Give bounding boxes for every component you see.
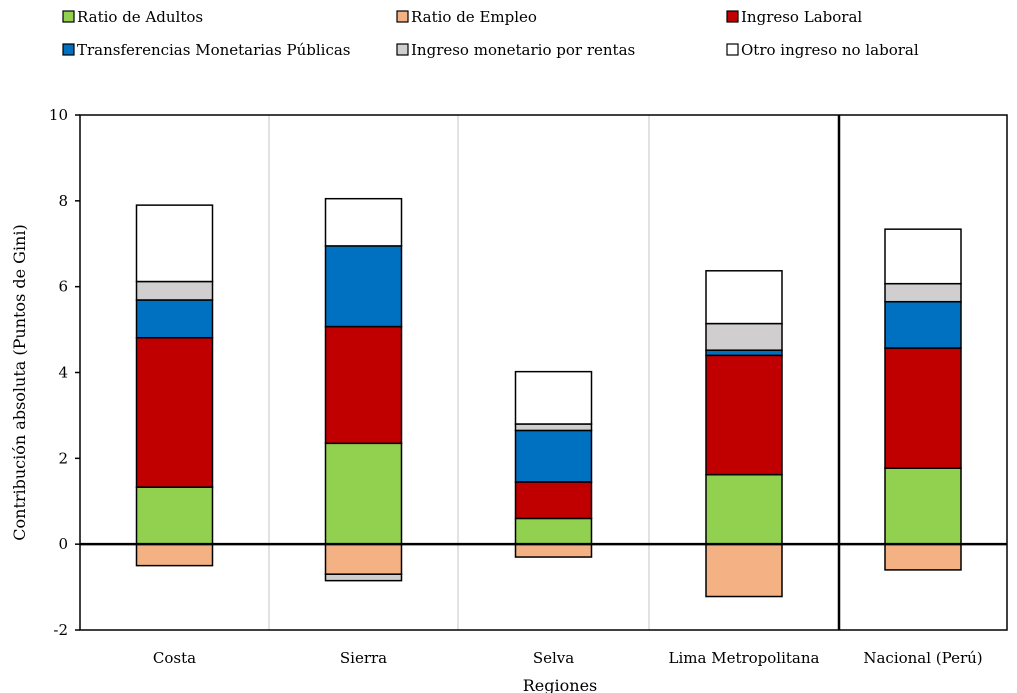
- bar-lima-metropolitana-ratio-de-adultos: [705, 473, 783, 545]
- legend-item-transferencias-monetarias-publicas: Transferencias Monetarias Públicas: [62, 41, 351, 59]
- legend-label: Transferencias Monetarias Públicas: [77, 41, 351, 59]
- y-tick-label: 4: [58, 364, 68, 382]
- axis-labels: -2 0 2 4 6 8 10 Costa Sierra Selva Lima Metropolit…: [10, 106, 983, 693]
- bar-lima-metropolitana-ingreso-monetario-por-rentas: [705, 322, 783, 351]
- y-tick-label: -2: [53, 621, 68, 639]
- legend-swatch: [62, 10, 75, 23]
- x-axis-title: Regiones: [523, 676, 598, 693]
- legend-item-ingreso-laboral: Ingreso Laboral: [726, 8, 862, 26]
- bar-sierra-ratio-de-adultos: [324, 442, 403, 545]
- legend-item-otro-ingreso-no-laboral: Otro ingreso no laboral: [726, 41, 919, 59]
- x-tick-label-sierra: Sierra: [340, 649, 387, 667]
- bar-selva-otro-ingreso-no-laboral: [514, 370, 593, 425]
- bar-costa-ratio-de-empleo: [135, 543, 214, 567]
- bar-sierra-ratio-de-empleo: [324, 543, 403, 575]
- y-tick-label: 10: [49, 106, 68, 124]
- legend-label: Ingreso monetario por rentas: [411, 41, 635, 59]
- bar-nacional-peru-otro-ingreso-no-laboral: [884, 228, 962, 285]
- y-tick-label: 6: [58, 278, 68, 296]
- bar-selva-ratio-de-empleo: [514, 543, 593, 558]
- legend: Ratio de Adultos Ratio de Empleo Ingreso L…: [62, 8, 919, 59]
- bar-costa-ratio-de-adultos: [135, 486, 214, 545]
- axes: [75, 114, 1008, 631]
- bar-nacional-peru-transferencias-monetarias-publicas: [884, 300, 962, 349]
- bar-lima-metropolitana-ingreso-laboral: [705, 354, 783, 476]
- bar-costa-ingreso-laboral: [135, 336, 214, 488]
- bar-sierra-otro-ingreso-no-laboral: [324, 197, 403, 247]
- bar-lima-metropolitana-otro-ingreso-no-laboral: [705, 270, 783, 325]
- bar-costa-otro-ingreso-no-laboral: [135, 204, 214, 283]
- bar-sierra-transferencias-monetarias-publicas: [324, 245, 403, 328]
- legend-label: Ingreso Laboral: [741, 8, 862, 26]
- legend-label: Ratio de Empleo: [411, 8, 537, 26]
- y-tick-label: 0: [58, 535, 68, 553]
- bar-lima-metropolitana-ratio-de-empleo: [705, 543, 783, 598]
- bar-costa-ingreso-monetario-por-rentas: [135, 280, 214, 301]
- x-tick-label-costa: Costa: [153, 649, 196, 667]
- legend-swatch: [396, 43, 409, 56]
- bar-selva-ingreso-laboral: [514, 481, 593, 520]
- legend-item-ratio-de-empleo: Ratio de Empleo: [396, 8, 537, 26]
- y-tick-label: 2: [58, 449, 68, 467]
- bar-selva-ingreso-monetario-por-rentas: [514, 423, 593, 432]
- bar-nacional-peru-ingreso-monetario-por-rentas: [884, 282, 962, 303]
- bar-sierra-ingreso-laboral: [324, 325, 403, 445]
- x-tick-label-lima-metropolitana: Lima Metropolitana: [669, 649, 820, 667]
- legend-label: Ratio de Adultos: [77, 8, 203, 26]
- legend-swatch: [726, 10, 739, 23]
- legend-swatch: [726, 43, 739, 56]
- legend-swatch: [62, 43, 75, 56]
- bar-nacional-peru-ingreso-laboral: [884, 347, 962, 469]
- x-tick-label-selva: Selva: [533, 649, 574, 667]
- y-tick-label: 8: [58, 192, 68, 210]
- legend-swatch: [396, 10, 409, 23]
- bar-lima-metropolitana-transferencias-monetarias-publicas: [705, 349, 783, 357]
- bar-nacional-peru-ratio-de-adultos: [884, 467, 962, 545]
- bar-selva-ratio-de-adultos: [514, 517, 593, 545]
- legend-item-ingreso-monetario-por-rentas: Ingreso monetario por rentas: [396, 41, 635, 59]
- legend-label: Otro ingreso no laboral: [741, 41, 919, 59]
- bar-nacional-peru-ratio-de-empleo: [884, 543, 962, 571]
- legend-item-ratio-de-adultos: Ratio de Adultos: [62, 8, 203, 26]
- bar-selva-transferencias-monetarias-publicas: [514, 429, 593, 483]
- bar-sierra-ingreso-monetario-por-rentas: [324, 573, 403, 582]
- y-axis-title: Contribución absoluta (Puntos de Gini): [10, 224, 29, 540]
- bar-costa-transferencias-monetarias-publicas: [135, 299, 214, 339]
- x-tick-label-nacional-peru: Nacional (Perú): [863, 649, 982, 667]
- bars: [135, 197, 962, 598]
